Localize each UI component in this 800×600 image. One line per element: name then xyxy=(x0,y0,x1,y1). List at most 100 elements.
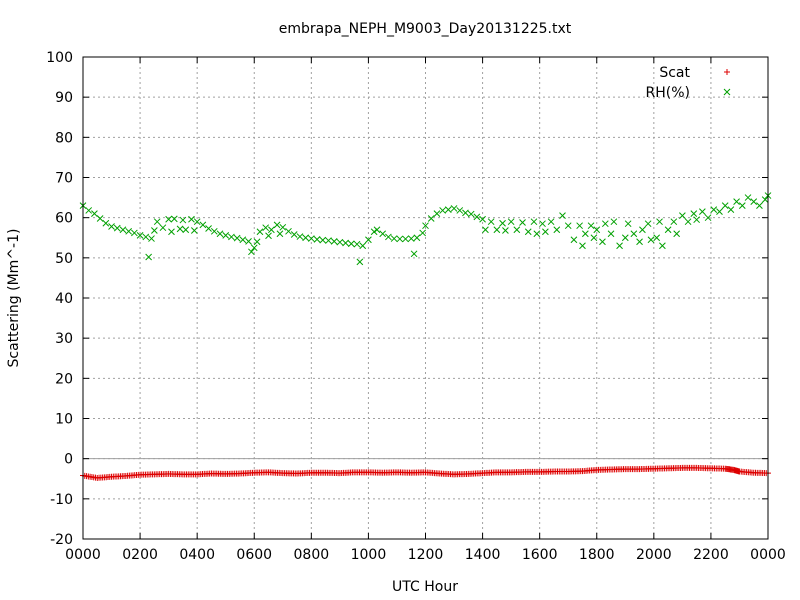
rh-point xyxy=(733,198,740,205)
rh-point xyxy=(342,239,349,247)
rh-point xyxy=(302,234,309,242)
rh-point xyxy=(182,226,190,234)
rh-point xyxy=(630,230,638,238)
rh-point xyxy=(507,218,515,226)
y-axis-label: Scattering (Mm^-1) xyxy=(6,229,22,368)
rh-point xyxy=(336,238,344,246)
legend: Scat RH(%) xyxy=(646,65,731,101)
rh-point xyxy=(576,222,583,230)
rh-point xyxy=(427,215,435,222)
rh-point xyxy=(396,235,404,243)
y-tick-label: 0 xyxy=(64,452,73,468)
y-tick-label: 70 xyxy=(55,171,73,187)
rh-point xyxy=(636,238,643,246)
rh-point xyxy=(750,198,758,205)
rh-point xyxy=(579,242,586,250)
rh-point xyxy=(356,258,364,266)
rh-point xyxy=(433,210,441,218)
rh-point xyxy=(693,216,700,224)
rh-point xyxy=(487,218,495,226)
rh-point xyxy=(159,224,167,232)
rh-point xyxy=(233,234,241,242)
rh-point xyxy=(307,235,315,242)
rh-point xyxy=(170,215,178,223)
rh-point xyxy=(96,215,104,222)
rh-point xyxy=(467,210,475,218)
rh-point xyxy=(533,230,541,238)
rh-point xyxy=(624,220,632,228)
rh-point xyxy=(744,194,752,201)
rh-point xyxy=(659,242,666,250)
x-tick-label: 0400 xyxy=(179,547,215,563)
rh-point xyxy=(482,226,489,234)
rh-point xyxy=(564,222,572,230)
rh-point xyxy=(199,221,207,229)
rh-point xyxy=(710,206,718,213)
rh-point xyxy=(493,226,501,234)
rh-point xyxy=(738,202,746,209)
series-scat xyxy=(80,464,771,481)
rh-point xyxy=(265,232,272,240)
series-rh xyxy=(79,192,772,266)
rh-point xyxy=(547,218,555,226)
rh-point xyxy=(153,218,161,226)
legend-label-scat: Scat xyxy=(659,65,690,81)
y-tick-label: 80 xyxy=(55,130,73,146)
rh-point xyxy=(644,220,652,228)
rh-point xyxy=(276,230,284,238)
rh-point xyxy=(216,230,224,238)
rh-point xyxy=(499,219,506,227)
rh-point xyxy=(716,208,723,215)
x-tick-label: 0000 xyxy=(750,547,786,563)
rh-point xyxy=(359,242,367,250)
rh-point xyxy=(473,213,481,221)
x-axis-label: UTC Hour xyxy=(392,579,458,595)
rh-point xyxy=(319,236,327,244)
rh-point xyxy=(325,237,332,244)
rh-point xyxy=(296,233,304,240)
rh-point xyxy=(385,233,392,241)
rh-point xyxy=(407,235,415,242)
rh-point xyxy=(108,223,115,230)
x-tick-label: 0800 xyxy=(294,547,330,563)
rh-point xyxy=(570,236,578,244)
x-tick-label: 1600 xyxy=(522,547,558,563)
rh-point xyxy=(607,230,615,238)
rh-point xyxy=(250,244,258,252)
rh-point xyxy=(599,238,606,246)
y-tick-label: -10 xyxy=(50,492,73,508)
rh-point xyxy=(690,210,698,218)
y-tick-label: 90 xyxy=(55,90,73,106)
rh-point xyxy=(756,202,763,209)
rh-point xyxy=(590,234,598,242)
rh-point xyxy=(285,227,292,235)
rh-point xyxy=(402,235,409,243)
legend-label-rh: RH(%) xyxy=(646,85,690,101)
rh-point xyxy=(587,222,595,230)
rh-point xyxy=(248,248,255,256)
rh-point xyxy=(190,227,198,234)
rh-point xyxy=(610,218,618,226)
rh-point xyxy=(664,226,672,234)
rh-point xyxy=(699,208,706,215)
rh-point xyxy=(222,231,230,239)
rh-point xyxy=(253,238,261,246)
legend-marker-rh xyxy=(723,88,731,96)
plot-frame xyxy=(82,56,769,540)
x-tick-label: 1200 xyxy=(408,547,444,563)
rh-point xyxy=(279,223,287,231)
rh-point xyxy=(148,235,155,242)
x-tick-label: 1400 xyxy=(465,547,501,563)
rh-point xyxy=(165,215,172,223)
x-axis-ticks: 0000 0200 0400 0600 0800 1000 1200 1400 1600 1800… xyxy=(65,57,786,563)
rh-point xyxy=(553,226,561,234)
rh-point xyxy=(653,234,661,242)
rh-point xyxy=(479,215,486,223)
rh-point xyxy=(616,242,623,250)
rh-point xyxy=(370,228,378,236)
x-tick-label: 0600 xyxy=(236,547,272,563)
rh-point xyxy=(330,238,338,245)
rh-point xyxy=(91,210,98,218)
rh-point xyxy=(704,214,712,222)
